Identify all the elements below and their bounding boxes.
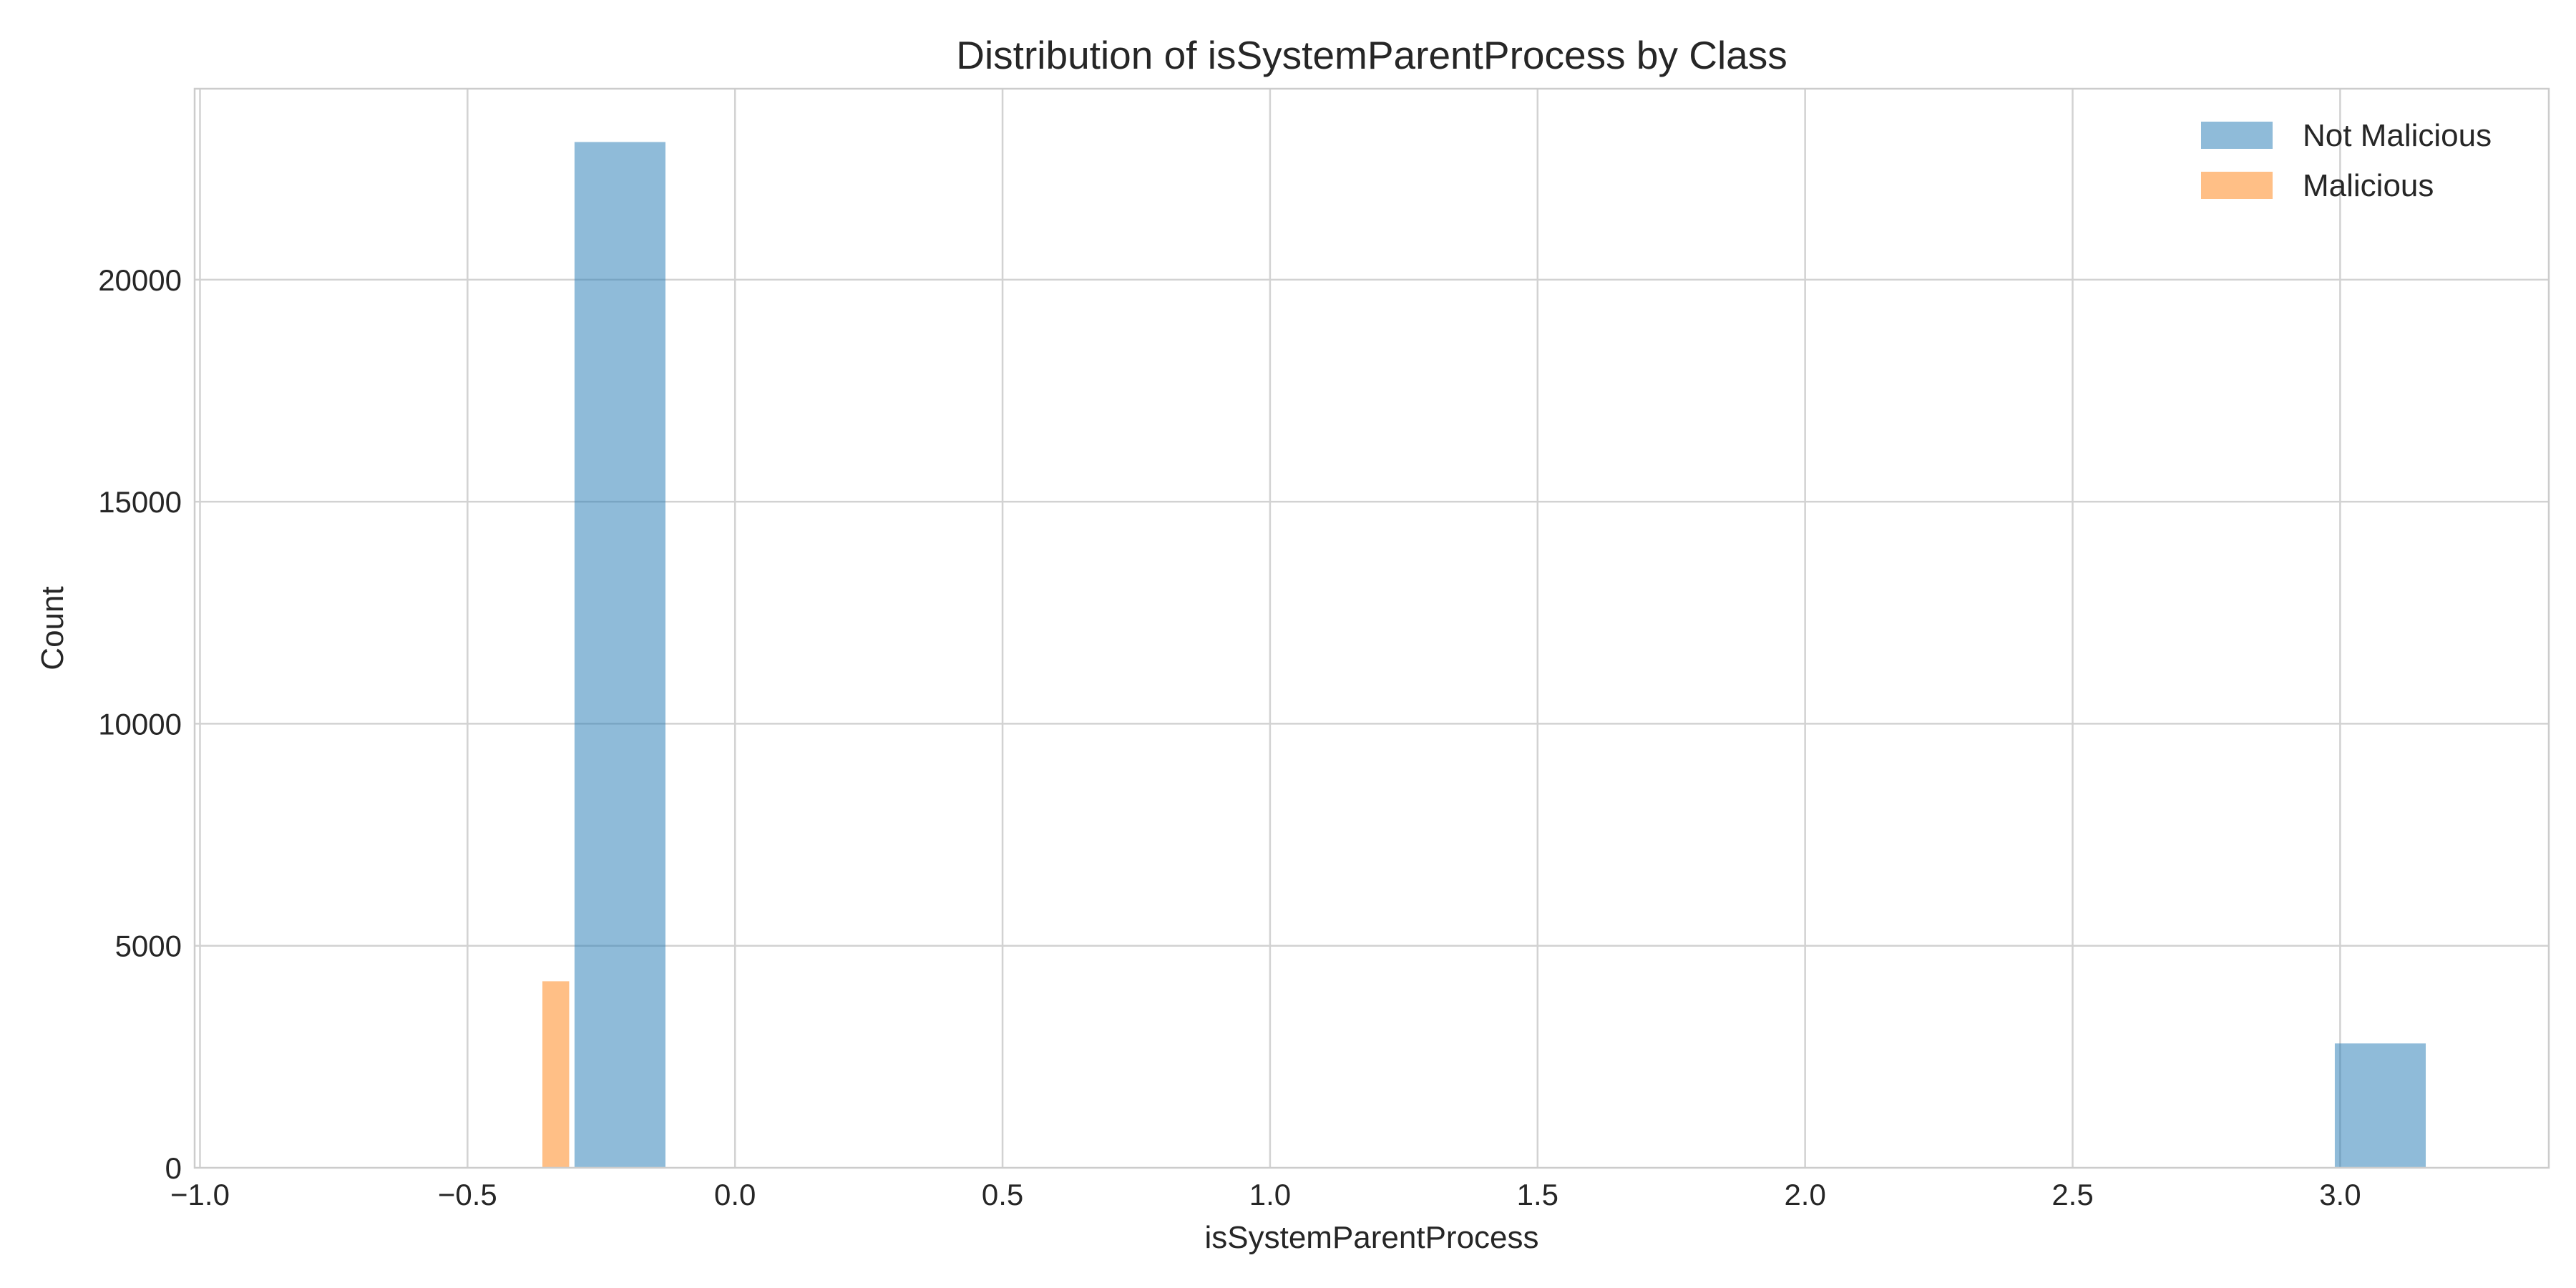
- plot-frame: [193, 87, 2550, 1169]
- y-axis-label: Count: [35, 586, 70, 670]
- y-tick-label: 10000: [98, 707, 182, 741]
- chart-title: Distribution of isSystemParentProcess by…: [956, 33, 1787, 77]
- x-tick-label: 0.5: [982, 1178, 1023, 1211]
- x-axis-label: isSystemParentProcess: [1204, 1220, 1538, 1255]
- x-tick-label: 1.0: [1249, 1178, 1291, 1211]
- y-tick-label: 15000: [98, 485, 182, 519]
- y-tick-label: 20000: [98, 263, 182, 297]
- x-tick-label: 0.0: [714, 1178, 756, 1211]
- x-tick-label: 3.0: [2319, 1178, 2361, 1211]
- bar-not-malicious: [574, 142, 665, 1169]
- tick-labels: −1.0 −0.5 0.0 0.5 1.0 1.5 2.0 2.5 3.0 0 5000 10000 1…: [98, 263, 2361, 1211]
- legend-swatch: [2201, 122, 2273, 149]
- x-tick-label: 2.0: [1784, 1178, 1825, 1211]
- bar-not-malicious: [2334, 1043, 2426, 1168]
- x-tick-label: −1.0: [170, 1178, 230, 1211]
- legend-label: Not Malicious: [2303, 118, 2492, 153]
- bar-malicious: [542, 981, 570, 1168]
- legend: Not Malicious Malicious: [2201, 118, 2492, 203]
- x-tick-label: 1.5: [1517, 1178, 1558, 1211]
- y-tick-label: 5000: [115, 930, 182, 963]
- x-tick-label: 2.5: [2051, 1178, 2093, 1211]
- x-tick-label: −0.5: [438, 1178, 497, 1211]
- y-tick-label: 0: [165, 1151, 182, 1185]
- legend-swatch: [2201, 172, 2273, 199]
- bars-group: [542, 142, 2426, 1169]
- legend-label: Malicious: [2303, 168, 2434, 203]
